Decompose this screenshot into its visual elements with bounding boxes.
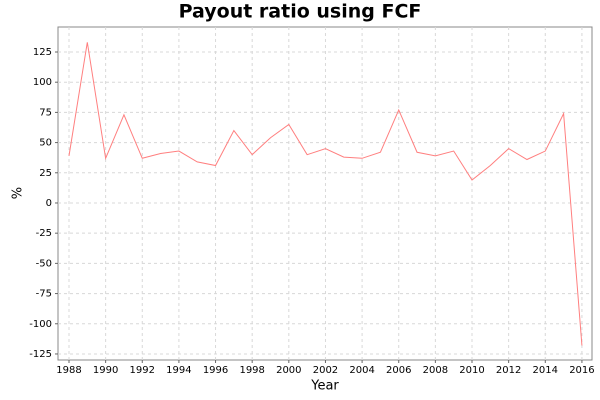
x-tick-label: 1988 xyxy=(56,365,81,376)
y-tick-label: 50 xyxy=(39,138,52,149)
x-tick-label: 1990 xyxy=(93,365,118,376)
x-tick-label: 1994 xyxy=(166,365,191,376)
x-tick-label: 1996 xyxy=(203,365,228,376)
x-tick-label: 2008 xyxy=(423,365,448,376)
x-tick-label: 2002 xyxy=(313,365,338,376)
chart-title: Payout ratio using FCF xyxy=(179,1,422,23)
x-tick-label: 2012 xyxy=(496,365,521,376)
y-tick-label: 0 xyxy=(46,198,52,209)
y-tick-label: 100 xyxy=(33,77,52,88)
y-axis-label: % xyxy=(11,187,26,199)
data-line xyxy=(68,42,583,346)
x-tick-label: 2004 xyxy=(349,365,374,376)
y-tick-label: 75 xyxy=(39,107,52,118)
y-tick-label: -100 xyxy=(29,319,52,330)
y-tick-label: -125 xyxy=(29,349,52,360)
y-tick-label: 125 xyxy=(33,47,52,58)
y-tick-label: -25 xyxy=(36,228,52,239)
y-tick-label: -50 xyxy=(36,258,52,269)
x-tick-label: 1992 xyxy=(130,365,155,376)
x-tick-label: 2006 xyxy=(386,365,411,376)
x-tick-label: 2014 xyxy=(533,365,558,376)
y-tick-label: -75 xyxy=(36,289,52,300)
x-axis-label: Year xyxy=(310,379,339,394)
y-tick-label: 25 xyxy=(39,168,52,179)
x-tick-label: 1998 xyxy=(239,365,264,376)
x-tick-label: 2016 xyxy=(569,365,594,376)
x-tick-label: 2010 xyxy=(459,365,484,376)
x-tick-label: 2000 xyxy=(276,365,301,376)
